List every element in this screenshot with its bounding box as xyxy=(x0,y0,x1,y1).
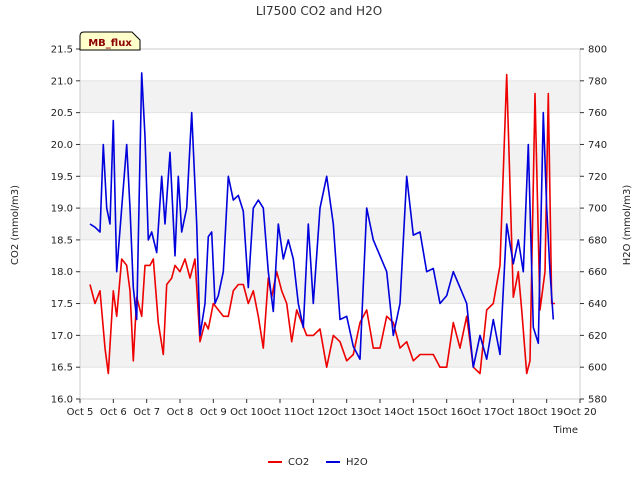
x-axis-label: Time xyxy=(553,425,578,436)
y-right-tick-label: 580 xyxy=(588,395,607,406)
y-axis-left: 16.0 16.5 17.0 17.5 18.0 18.5 19.0 19.5 20.0 20.5… xyxy=(51,45,80,406)
x-tick-label: Oct 20 xyxy=(563,407,596,418)
x-tick-label: Oct 5 xyxy=(67,407,94,418)
x-tick-label: Oct 19 xyxy=(530,407,563,418)
y-axis-right-label: H2O (mmol/m3) xyxy=(622,185,633,266)
series-line-co2 xyxy=(89,73,555,375)
x-tick-label: Oct 16 xyxy=(430,407,463,418)
x-tick-label: Oct 18 xyxy=(497,407,530,418)
y-left-tick-label: 21.5 xyxy=(51,45,73,56)
grid-band xyxy=(80,144,580,177)
grid-bands xyxy=(80,80,580,400)
x-tick-label: Oct 10 xyxy=(230,407,263,418)
x-tick-label: Oct 11 xyxy=(263,407,296,418)
site-badge-label: MB_flux xyxy=(88,38,132,49)
y-left-tick-label: 18.0 xyxy=(51,267,73,278)
x-tick-label: Oct 6 xyxy=(100,407,127,418)
y-right-tick-label: 760 xyxy=(588,108,607,119)
y-left-tick-label: 20.0 xyxy=(51,140,73,151)
chart-title: LI7500 CO2 and H2O xyxy=(256,4,382,18)
x-tick-label: Oct 17 xyxy=(463,407,496,418)
y-axis-left-label: CO2 (mmol/m3) xyxy=(10,185,21,265)
x-tick-label: Oct 15 xyxy=(397,407,430,418)
y-left-tick-label: 16.0 xyxy=(51,395,73,406)
y-left-tick-label: 21.0 xyxy=(51,76,73,87)
x-tick-label: Oct 9 xyxy=(200,407,227,418)
plot-frame xyxy=(79,48,581,400)
y-right-tick-label: 720 xyxy=(588,172,607,183)
x-tick-label: Oct 8 xyxy=(167,407,194,418)
y-left-tick-label: 16.5 xyxy=(51,363,73,374)
y-right-tick-label: 800 xyxy=(588,45,607,56)
site-badge-box xyxy=(79,31,141,51)
y-right-tick-label: 700 xyxy=(588,204,607,215)
x-tick-label: Oct 13 xyxy=(330,407,363,418)
y-right-tick-label: 600 xyxy=(588,363,607,374)
legend: CO2 H2O xyxy=(268,457,368,468)
y-right-tick-label: 660 xyxy=(588,267,607,278)
y-left-tick-label: 17.0 xyxy=(51,331,73,342)
site-badge: MB_flux xyxy=(79,31,141,51)
y-right-tick-label: 640 xyxy=(588,299,607,310)
legend-co2-label: CO2 xyxy=(288,457,309,468)
y-right-tick-label: 620 xyxy=(588,331,607,342)
y-left-tick-label: 20.5 xyxy=(51,108,73,119)
y-right-tick-label: 680 xyxy=(588,235,607,246)
x-axis: Oct 5 Oct 6 Oct 7 Oct 8 Oct 9 Oct 10 Oct 11 Oct… xyxy=(67,399,597,418)
y-axis-right: 580 600 620 640 660 680 700 720 740 760 780 800 xyxy=(580,45,607,406)
y-left-tick-label: 17.5 xyxy=(51,299,73,310)
x-tick-label: Oct 7 xyxy=(133,407,160,418)
y-right-tick-label: 780 xyxy=(588,76,607,87)
y-left-tick-label: 19.0 xyxy=(51,204,73,215)
grid-band xyxy=(80,80,580,113)
legend-h2o-label: H2O xyxy=(346,457,368,468)
grid-band xyxy=(80,208,580,240)
series-layer xyxy=(89,72,555,375)
y-left-tick-label: 19.5 xyxy=(51,172,73,183)
x-tick-label: Oct 14 xyxy=(363,407,396,418)
series-line-h2o xyxy=(89,72,555,369)
y-right-tick-label: 740 xyxy=(588,140,607,151)
y-left-tick-label: 18.5 xyxy=(51,235,73,246)
x-tick-label: Oct 12 xyxy=(297,407,330,418)
